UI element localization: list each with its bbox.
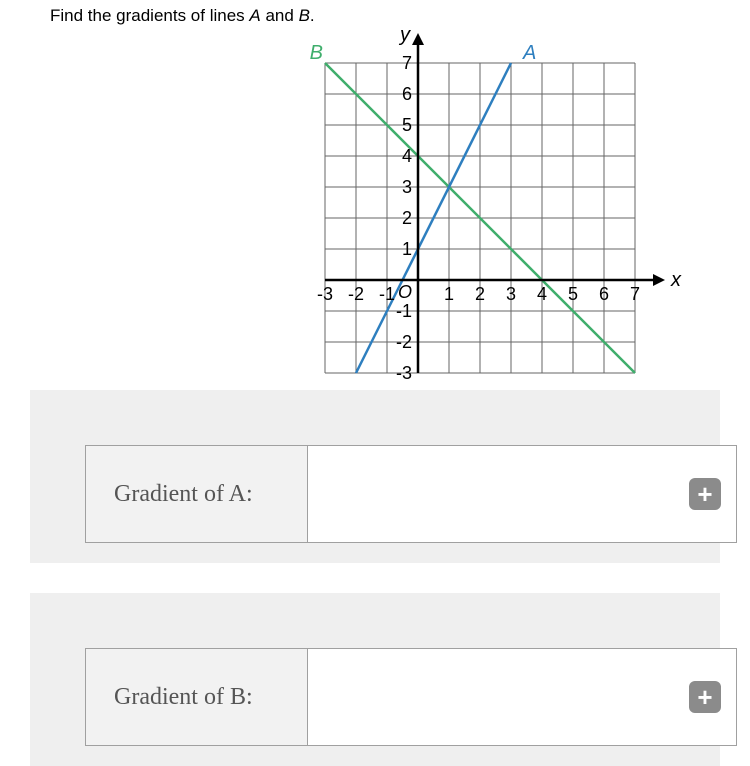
svg-text:1: 1 xyxy=(402,239,412,259)
answer-row-b: Gradient of B: xyxy=(85,648,737,746)
svg-text:5: 5 xyxy=(402,115,412,135)
answer-row-a: Gradient of A: xyxy=(85,445,737,543)
svg-text:-3: -3 xyxy=(396,363,412,380)
svg-text:-2: -2 xyxy=(348,284,364,304)
svg-text:6: 6 xyxy=(599,284,609,304)
svg-text:2: 2 xyxy=(402,208,412,228)
svg-text:7: 7 xyxy=(630,284,640,304)
chart-svg: -3 -2 -1 1 2 3 4 5 6 7 -3 -2 -1 1 2 3 4 5 6 7 Ox y A B xyxy=(300,0,720,380)
svg-text:-3: -3 xyxy=(317,284,333,304)
svg-text:3: 3 xyxy=(506,284,516,304)
answer-input-b[interactable] xyxy=(308,649,736,745)
gradient-chart: -3 -2 -1 1 2 3 4 5 6 7 -3 -2 -1 1 2 3 4 5 6 7 Ox y A B xyxy=(300,0,720,385)
answer-block-a: Gradient of A: xyxy=(30,390,720,563)
svg-text:x: x xyxy=(670,269,682,291)
svg-text:-1: -1 xyxy=(396,301,412,321)
plus-icon[interactable] xyxy=(689,681,721,713)
svg-text:6: 6 xyxy=(402,84,412,104)
plus-icon[interactable] xyxy=(689,478,721,510)
svg-text:3: 3 xyxy=(402,177,412,197)
answer-input-a[interactable] xyxy=(308,446,736,542)
svg-text:B: B xyxy=(310,42,323,64)
answer-label-a: Gradient of A: xyxy=(86,446,308,542)
svg-text:1: 1 xyxy=(444,284,454,304)
answer-block-b: Gradient of B: xyxy=(30,593,720,766)
svg-text:5: 5 xyxy=(568,284,578,304)
svg-text:-1: -1 xyxy=(379,284,395,304)
svg-text:A: A xyxy=(522,42,536,64)
svg-text:O: O xyxy=(398,282,412,302)
svg-text:7: 7 xyxy=(402,53,412,73)
prompt-prefix: Find the gradients of lines xyxy=(50,6,249,25)
answer-label-b: Gradient of B: xyxy=(86,649,308,745)
svg-text:4: 4 xyxy=(537,284,547,304)
svg-text:4: 4 xyxy=(402,146,412,166)
prompt-conj: and xyxy=(261,6,299,25)
line-a-name: A xyxy=(249,6,260,25)
svg-text:y: y xyxy=(398,24,411,46)
svg-text:-2: -2 xyxy=(396,332,412,352)
svg-text:2: 2 xyxy=(475,284,485,304)
